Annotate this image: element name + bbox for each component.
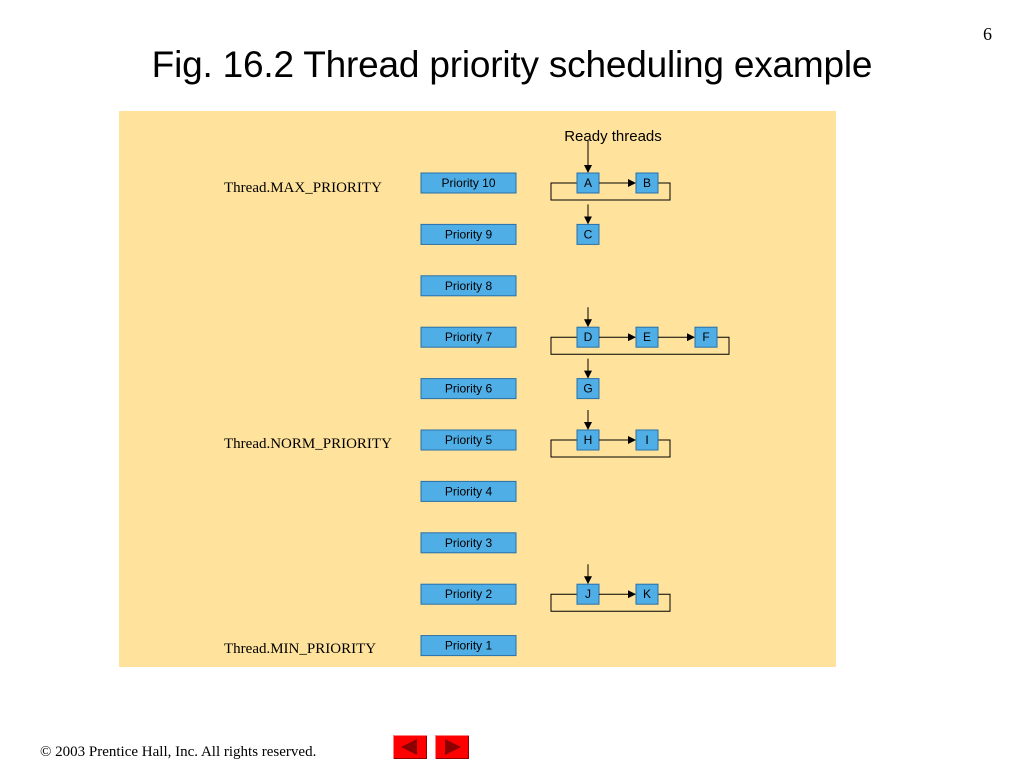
thread-h: H [576,429,600,451]
thread-f: F [694,326,718,348]
thread-label: H [584,433,593,447]
priority-box-rect [420,583,517,605]
priority-box-priority-6: Priority 6 [420,378,517,400]
thread-box [576,223,600,245]
priority-label: Priority 4 [445,484,493,498]
thread-a: A [576,172,600,194]
priority-box-priority-9: Priority 9 [420,223,517,245]
thread-d: D [576,326,600,348]
slide-title: Fig. 16.2 Thread priority scheduling exa… [151,44,873,85]
ready-queue-priority-9: C [576,204,600,245]
priority-label: Priority 5 [445,433,493,447]
priority-box-rect [420,275,517,297]
thread-label: E [643,330,651,344]
thread-i: I [635,429,659,451]
priority-scheduling-diagram: Ready threads Thread.MAX_PRIORITY Thread… [224,128,730,657]
previous-slide-button[interactable] [393,735,427,759]
priority-box-priority-10: Priority 10 [420,172,517,194]
priority-box-priority-1: Priority 1 [420,635,517,657]
priority-label: Priority 6 [445,382,493,396]
diagram-panel: Ready threads Thread.MAX_PRIORITY Thread… [119,111,836,667]
ready-queue-priority-6: G [576,358,600,400]
left-triangle-icon [401,739,417,755]
priority-box-priority-3: Priority 3 [420,532,517,554]
priority-label: Priority 2 [445,587,493,601]
copyright-text: © 2003 Prentice Hall, Inc. All rights re… [40,744,317,760]
priority-box-priority-4: Priority 4 [420,480,517,502]
priority-box-priority-8: Priority 8 [420,275,517,297]
min-priority-label: Thread.MIN_PRIORITY [224,641,376,657]
thread-g: G [576,378,600,400]
queue-loop-line [550,182,671,201]
thread-j: J [576,583,600,605]
priority-box-priority-2: Priority 2 [420,583,517,605]
queue-loop-line [550,336,730,355]
max-priority-label: Thread.MAX_PRIORITY [224,180,382,196]
queue-loop-line [550,593,671,612]
thread-box [576,378,600,400]
priority-box-rect [420,172,517,194]
priority-box-rect [420,429,517,451]
thread-box [635,583,659,605]
thread-e: E [635,326,659,348]
ready-queues: A BCD E FGH IJ K [550,140,730,612]
thread-label: F [702,330,709,344]
right-triangle-icon [445,739,461,755]
priority-label: Priority 8 [445,279,493,293]
priority-levels: Priority 10 Priority 9 Priority 8 Priority … [420,172,517,657]
priority-label: Priority 9 [445,227,493,241]
thread-c: C [576,223,600,245]
thread-box [635,429,659,451]
priority-label: Priority 10 [441,176,495,190]
priority-label: Priority 7 [445,330,493,344]
thread-label: B [643,176,651,190]
priority-label: Priority 3 [445,536,493,550]
thread-label: D [584,330,593,344]
thread-box [635,172,659,194]
priority-label: Priority 1 [445,639,493,653]
thread-box [694,326,718,348]
next-slide-button[interactable] [435,735,469,759]
priority-box-rect [420,635,517,657]
priority-box-priority-7: Priority 7 [420,326,517,348]
norm-priority-label: Thread.NORM_PRIORITY [224,436,392,452]
thread-b: B [635,172,659,194]
thread-label: K [643,587,651,601]
thread-label: J [585,587,591,601]
thread-label: A [584,176,592,190]
thread-label: I [645,433,648,447]
thread-label: G [583,382,592,396]
priority-box-priority-5: Priority 5 [420,429,517,451]
priority-box-rect [420,480,517,502]
priority-box-rect [420,326,517,348]
priority-box-rect [420,378,517,400]
queue-loop-line [550,439,671,458]
thread-k: K [635,583,659,605]
ready-threads-label: Ready threads [564,128,662,145]
page-number: 6 [983,24,992,44]
priority-box-rect [420,532,517,554]
ready-queue-priority-7: D E F [550,307,730,355]
thread-label: C [584,227,593,241]
priority-box-rect [420,223,517,245]
